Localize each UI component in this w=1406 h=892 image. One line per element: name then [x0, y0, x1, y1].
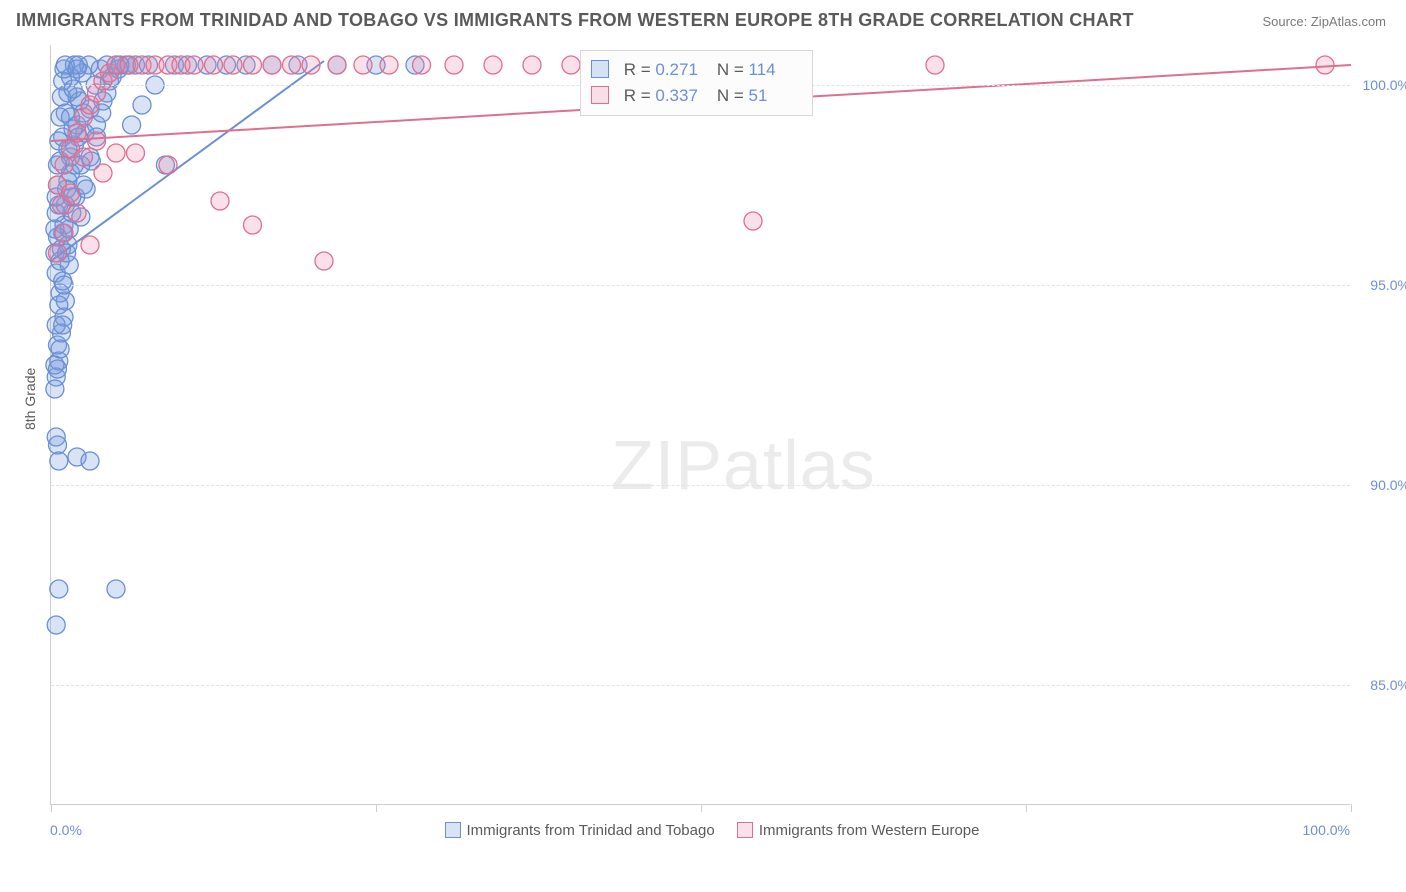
x-tick: [1026, 804, 1027, 812]
gridline: [51, 485, 1350, 486]
data-point: [51, 340, 69, 358]
data-point: [81, 452, 99, 470]
x-tick: [376, 804, 377, 812]
data-point: [50, 580, 68, 598]
correlation-stats-box: R = 0.271 N = 114 R = 0.337 N = 51: [580, 50, 813, 116]
data-point: [328, 56, 346, 74]
data-point: [47, 616, 65, 634]
y-tick-label: 95.0%: [1355, 277, 1406, 293]
data-point: [107, 144, 125, 162]
data-point: [413, 56, 431, 74]
y-tick-label: 90.0%: [1355, 477, 1406, 493]
data-point: [75, 148, 93, 166]
data-point: [50, 296, 68, 314]
data-point: [283, 56, 301, 74]
gridline: [51, 285, 1350, 286]
swatch-icon: [591, 86, 609, 104]
data-point: [49, 360, 67, 378]
data-point: [123, 116, 141, 134]
data-point: [224, 56, 242, 74]
legend-label: Immigrants from Trinidad and Tobago: [467, 822, 715, 839]
n-value: 114: [748, 57, 800, 83]
scatter-chart-svg: [51, 45, 1351, 805]
swatch-icon: [737, 822, 753, 838]
data-point: [354, 56, 372, 74]
data-point: [46, 380, 64, 398]
data-point: [81, 236, 99, 254]
legend-label: Immigrants from Western Europe: [759, 822, 980, 839]
data-point: [244, 216, 262, 234]
swatch-icon: [591, 60, 609, 78]
chart-title: IMMIGRANTS FROM TRINIDAD AND TOBAGO VS I…: [16, 10, 1134, 31]
legend-bottom: Immigrants from Trinidad and Tobago Immi…: [0, 822, 1406, 839]
data-point: [484, 56, 502, 74]
swatch-icon: [445, 822, 461, 838]
data-point: [185, 56, 203, 74]
data-point: [94, 164, 112, 182]
data-point: [263, 56, 281, 74]
data-point: [64, 80, 82, 98]
data-point: [302, 56, 320, 74]
data-point: [68, 60, 86, 78]
r-value: 0.271: [655, 57, 707, 83]
y-tick-label: 85.0%: [1355, 677, 1406, 693]
data-point: [133, 96, 151, 114]
x-tick: [701, 804, 702, 812]
r-value: 0.337: [655, 83, 707, 109]
data-point: [54, 316, 72, 334]
data-point: [445, 56, 463, 74]
data-point: [315, 252, 333, 270]
data-point: [55, 224, 73, 242]
data-point: [926, 56, 944, 74]
data-point: [523, 56, 541, 74]
gridline: [51, 685, 1350, 686]
x-tick: [1351, 804, 1352, 812]
data-point: [244, 56, 262, 74]
y-tick-label: 100.0%: [1355, 77, 1406, 93]
data-point: [49, 244, 67, 262]
data-point: [55, 156, 73, 174]
data-point: [562, 56, 580, 74]
data-point: [205, 56, 223, 74]
data-point: [380, 56, 398, 74]
plot-area: ZIPatlas 85.0%90.0%95.0%100.0%: [50, 45, 1350, 805]
n-value: 51: [748, 83, 800, 109]
x-tick: [51, 804, 52, 812]
stats-row-western-europe: R = 0.337 N = 51: [591, 83, 800, 109]
data-point: [62, 184, 80, 202]
stats-row-trinidad: R = 0.271 N = 114: [591, 57, 800, 83]
y-axis-label: 8th Grade: [22, 368, 38, 430]
data-point: [88, 132, 106, 150]
data-point: [49, 436, 67, 454]
source-attribution: Source: ZipAtlas.com: [1262, 14, 1386, 29]
data-point: [211, 192, 229, 210]
data-point: [159, 156, 177, 174]
data-point: [744, 212, 762, 230]
data-point: [1316, 56, 1334, 74]
data-point: [107, 580, 125, 598]
data-point: [68, 204, 86, 222]
data-point: [50, 452, 68, 470]
data-point: [127, 144, 145, 162]
